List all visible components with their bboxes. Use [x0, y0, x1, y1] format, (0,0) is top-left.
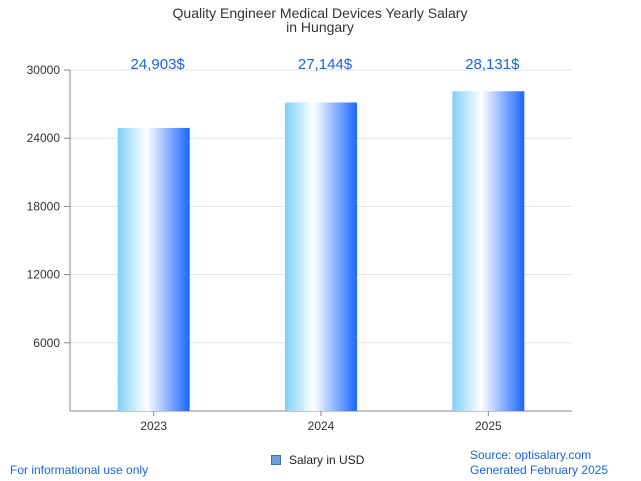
y-tick-label-6000: 6000 [33, 336, 60, 350]
x-tick-labels: 2023 2024 2025 [140, 419, 502, 433]
legend-label: Salary in USD [289, 453, 365, 467]
chart-title-line-1: Quality Engineer Medical Devices Yearly … [173, 5, 468, 21]
chart-title-line-2: in Hungary [286, 19, 354, 35]
bars [117, 91, 525, 412]
data-label-2023: 24,903$ [131, 56, 186, 73]
y-tick-label-30000: 30000 [27, 63, 61, 77]
y-tick-label-12000: 12000 [27, 268, 61, 282]
bar-2024 [285, 102, 357, 412]
footer-generated: Generated February 2025 [470, 463, 609, 477]
data-labels: 24,903$ 27,144$ 28,131$ [131, 56, 521, 73]
x-tick-label-2024: 2024 [308, 419, 335, 433]
y-tick-label-18000: 18000 [27, 199, 61, 213]
footer-disclaimer: For informational use only [10, 463, 149, 477]
legend-swatch [271, 455, 281, 465]
legend: Salary in USD [271, 453, 364, 467]
footer-source: Source: optisalary.com [470, 448, 592, 462]
y-tick-labels: 6000 12000 18000 24000 30000 [27, 63, 61, 350]
x-tick-label-2025: 2025 [475, 419, 502, 433]
data-label-2025: 28,131$ [465, 56, 520, 73]
data-label-2024: 27,144$ [298, 56, 353, 73]
x-tick-label-2023: 2023 [140, 419, 167, 433]
bar-2025 [452, 91, 525, 412]
y-tick-label-24000: 24000 [27, 131, 61, 145]
bar-2023 [117, 127, 190, 411]
